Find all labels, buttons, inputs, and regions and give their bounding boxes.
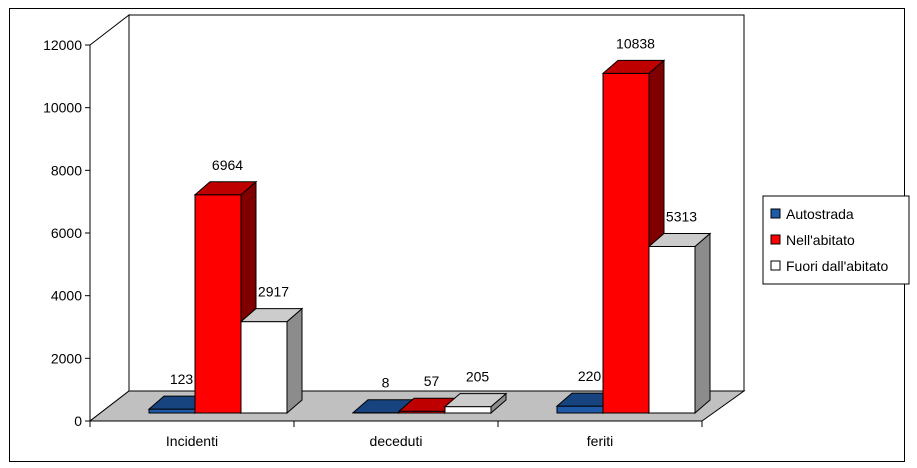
y-tick-label: 4000 <box>51 288 82 304</box>
data-label: 205 <box>466 369 490 385</box>
bar-front <box>148 408 196 414</box>
bar-front <box>444 406 492 414</box>
side-wall <box>89 13 130 423</box>
data-label: 123 <box>170 371 194 387</box>
bar-front <box>556 405 604 414</box>
x-tick-label: deceduti <box>370 433 423 449</box>
bar-side <box>694 232 711 415</box>
y-tick-label: 12000 <box>43 37 82 53</box>
y-tick-label: 10000 <box>43 100 82 116</box>
bar <box>193 180 258 415</box>
data-label: 2917 <box>258 284 289 300</box>
bar-side <box>286 307 303 415</box>
x-tick-label: feriti <box>587 433 613 449</box>
data-label: 6964 <box>212 157 243 173</box>
legend-swatch <box>770 208 781 219</box>
bar <box>239 307 304 415</box>
y-tick-label: 2000 <box>51 350 82 366</box>
x-tick-label: Incidenti <box>166 433 218 449</box>
legend-label: Autostrada <box>786 206 854 222</box>
data-label: 220 <box>578 368 602 384</box>
bar-front <box>194 194 242 414</box>
data-label: 57 <box>424 373 440 389</box>
legend-swatch <box>770 260 781 271</box>
bar-top <box>647 233 712 248</box>
data-label: 10838 <box>616 35 655 51</box>
bar-top <box>601 59 666 74</box>
data-label: 8 <box>382 375 390 391</box>
y-tick-label: 8000 <box>51 162 82 178</box>
y-tick-label: 6000 <box>51 225 82 241</box>
bar-front <box>648 246 696 414</box>
legend-label: Fuori dall'abitato <box>786 258 889 274</box>
legend-box <box>762 195 910 285</box>
legend-label: Nell'abitato <box>786 232 855 248</box>
bar-front <box>240 321 288 414</box>
y-tick-label: 0 <box>74 413 82 429</box>
bar <box>647 232 712 415</box>
bar-front <box>602 72 650 414</box>
legend-swatch <box>770 234 781 245</box>
data-label: 5313 <box>666 209 697 225</box>
bar-top <box>193 181 258 196</box>
bar-top <box>239 308 304 323</box>
bar <box>443 392 508 415</box>
bar-top <box>443 393 508 408</box>
